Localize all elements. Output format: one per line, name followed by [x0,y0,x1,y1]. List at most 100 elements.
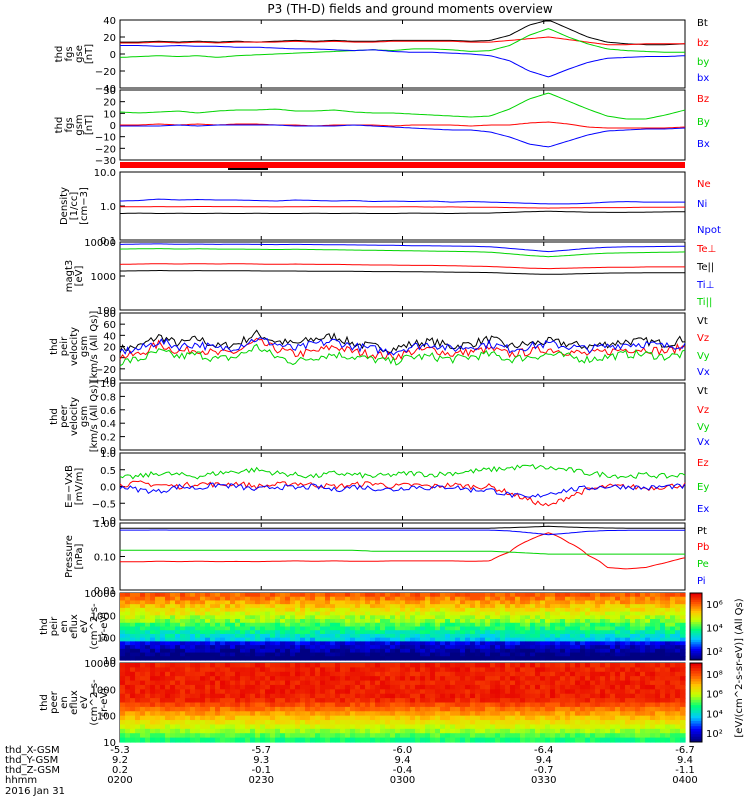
spectrogram-cell [565,720,571,726]
spectrogram-cell [520,596,526,602]
spectrogram-cell [175,680,181,686]
spectrogram-cell [645,663,651,668]
spectrogram-cell [520,676,526,682]
spectrogram-cell [420,702,426,708]
spectrogram-cell [570,645,576,650]
spectrogram-cell [610,680,616,686]
spectrogram-cell [355,715,361,721]
spectrogram-cell [305,652,311,657]
spectrogram-cell [310,652,316,657]
spectrogram-cell [595,728,601,734]
spectrogram-cell [245,626,251,631]
spectrogram-cell [460,633,466,639]
spectrogram-cell [410,596,416,602]
spectrogram-cell [290,619,296,624]
spectrogram-cell [400,737,406,743]
spectrogram-cell [480,622,486,628]
spectrogram-cell [330,737,336,743]
spectrogram-cell [645,680,651,686]
spectrogram-cell [340,593,346,598]
spectrogram-cell [390,728,396,734]
legend-bz: bz [697,38,709,49]
spectrogram-cell [550,626,556,631]
spectrogram-cell [120,684,126,690]
spectrogram-cell [385,728,391,734]
spectrogram-cell [670,630,676,635]
spectrogram-cell [395,630,401,635]
spectrogram-cell [370,615,376,620]
spectrogram-cell [130,663,136,668]
colorbar-swatch [690,689,702,693]
spectrogram-cell [150,607,156,613]
colorbar-swatch [690,739,702,743]
spectrogram-cell [245,676,251,682]
spectrogram-cell [560,593,566,598]
spectrogram-cell [220,600,226,605]
spectrogram-cell [525,693,531,699]
spectrogram-cell [400,724,406,730]
spectrogram-cell [565,641,571,646]
spectrogram-cell [200,715,206,721]
spectrogram-cell [640,652,646,657]
spectrogram-cell [530,724,536,730]
spectrogram-cell [400,648,406,654]
spectrogram-cell [425,615,431,620]
spectrogram-cell [300,663,306,668]
spectrogram-cell [525,648,531,654]
spectrogram-cell [405,698,411,704]
spectrogram-cell [470,645,476,650]
spectrogram-cell [440,684,446,690]
spectrogram-cell [150,693,156,699]
spectrogram-cell [205,671,211,677]
xaxis-value: -6.7 [675,745,695,756]
spectrogram-cell [650,698,656,704]
spectrogram-cell [600,720,606,726]
spectrogram-cell [255,706,261,712]
spectrogram-cell [145,607,151,613]
spectrogram-cell [615,637,621,642]
spectrogram-cell [175,615,181,620]
spectrogram-cell [245,693,251,699]
spectrogram-cell [320,615,326,620]
spectrogram-cell [515,733,521,739]
spectrogram-cell [275,680,281,686]
spectrogram-cell [365,698,371,704]
spectrogram-cell [230,676,236,682]
spectrogram-cell [285,715,291,721]
spectrogram-cell [230,728,236,734]
spectrogram-cell [485,728,491,734]
spectrogram-cell [205,652,211,657]
spectrogram-cell [565,611,571,616]
colorbar-swatch [690,601,702,605]
y-tick-label: 40 [103,16,116,27]
spectrogram-cell [615,724,621,730]
spectrogram-cell [385,641,391,646]
spectrogram-cell [190,619,196,624]
spectrogram-cell [625,720,631,726]
spectrogram-cell [145,663,151,668]
spectrogram-cell [580,671,586,677]
spectrogram-cell [155,600,161,605]
spectrogram-cell [145,728,151,734]
spectrogram-cell [260,600,266,605]
spectrogram-cell [175,702,181,708]
spectrogram-cell [540,652,546,657]
spectrogram-cell [610,724,616,730]
spectrogram-cell [620,652,626,657]
spectrogram-cell [485,702,491,708]
spectrogram-cell [480,630,486,635]
spectrogram-cell [565,596,571,602]
spectrogram-cell [460,607,466,613]
spectrogram-cell [210,715,216,721]
spectrogram-cell [365,711,371,717]
colorbar-swatch [690,604,702,607]
spectrogram-cell [325,641,331,646]
spectrogram-cell [490,667,496,673]
spectrogram-cell [645,611,651,616]
spectrogram-cell [180,671,186,677]
spectrogram-cell [470,604,476,609]
spectrogram-cell [135,652,141,657]
spectrogram-cell [310,706,316,712]
spectrogram-cell [560,652,566,657]
spectrogram-cell [200,615,206,620]
